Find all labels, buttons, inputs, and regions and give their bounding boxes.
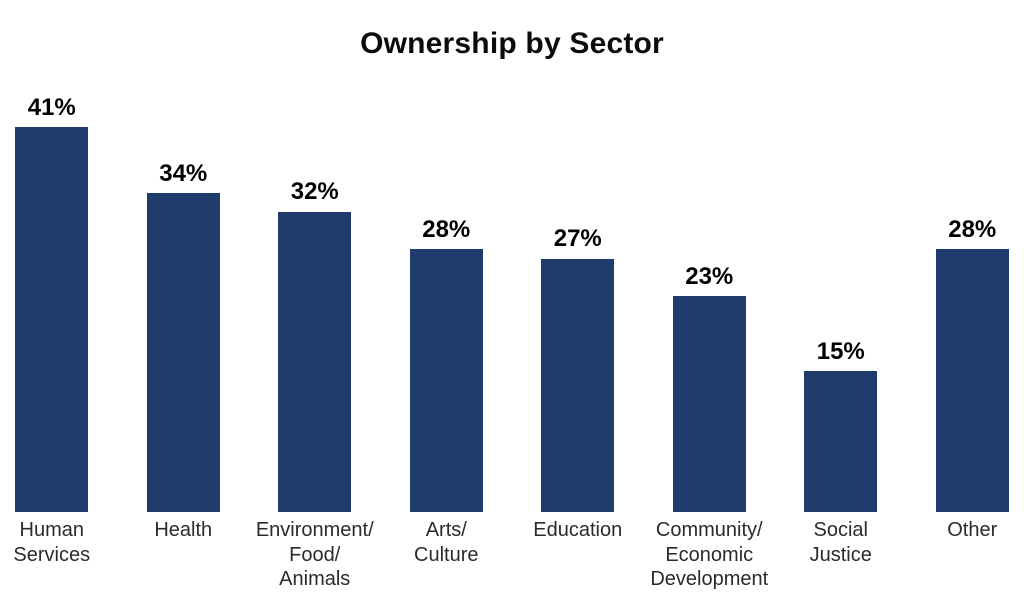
category-label-line: Services <box>13 543 91 566</box>
category-label-line: Environment/ <box>255 519 374 541</box>
category-label-line: Culture <box>414 543 479 566</box>
category-label-line: Human <box>19 519 84 541</box>
category-label: Health <box>118 512 250 543</box>
value-label: 34% <box>159 159 208 187</box>
category-label-line: Justice <box>809 543 872 566</box>
bar-column-3: 32% <box>249 178 381 512</box>
value-label: 41% <box>27 93 76 121</box>
bar-column-8: 28% <box>907 216 1024 512</box>
bar-column-5: 27% <box>512 225 644 512</box>
bar <box>146 193 220 512</box>
category-label-line: Health <box>154 519 213 541</box>
value-label: 15% <box>816 337 865 365</box>
category-label-line: Economic <box>665 543 754 566</box>
bar-column-6: 23% <box>644 263 776 512</box>
category-label-line: Arts/ <box>425 519 467 541</box>
category-label: Education <box>512 512 644 543</box>
bar <box>804 371 878 512</box>
category-label-line: Other <box>947 519 998 541</box>
category-label: Arts/Culture <box>381 512 513 567</box>
category-label: Human Services <box>0 512 118 567</box>
bar-column-1: 41% <box>0 94 118 512</box>
bars-row: 41% 34% 32% 28% 27% 23% 15% 28% <box>0 94 1024 512</box>
bar <box>409 249 483 512</box>
bar-column-7: 15% <box>775 338 907 512</box>
bar <box>278 211 352 512</box>
category-label: Other <box>907 512 1024 543</box>
category-labels-row: Human Services Health Environment/Food/Anim… <box>0 512 1024 592</box>
bar <box>15 127 89 512</box>
value-label: 28% <box>948 215 997 243</box>
value-label: 32% <box>290 178 339 206</box>
category-label: Environment/Food/Animals <box>249 512 381 592</box>
bar <box>541 258 615 512</box>
category-label: Community/Economic Development <box>644 512 776 592</box>
category-label-line: Food/ <box>289 543 341 566</box>
value-label: 23% <box>685 262 734 290</box>
bar-column-4: 28% <box>381 216 513 512</box>
bar-column-2: 34% <box>118 159 250 512</box>
bar <box>672 296 746 512</box>
category-label-line: Education <box>533 519 623 541</box>
chart-title: Ownership by Sector <box>360 27 664 60</box>
value-label: 27% <box>553 225 602 253</box>
value-label: 28% <box>422 215 471 243</box>
category-label-line: Social <box>813 519 868 541</box>
category-label: Social Justice <box>775 512 907 567</box>
category-label-line: Development <box>650 568 769 590</box>
bar <box>935 249 1009 512</box>
category-label-line: Community/ <box>655 519 763 541</box>
category-label-line: Animals <box>279 568 351 590</box>
